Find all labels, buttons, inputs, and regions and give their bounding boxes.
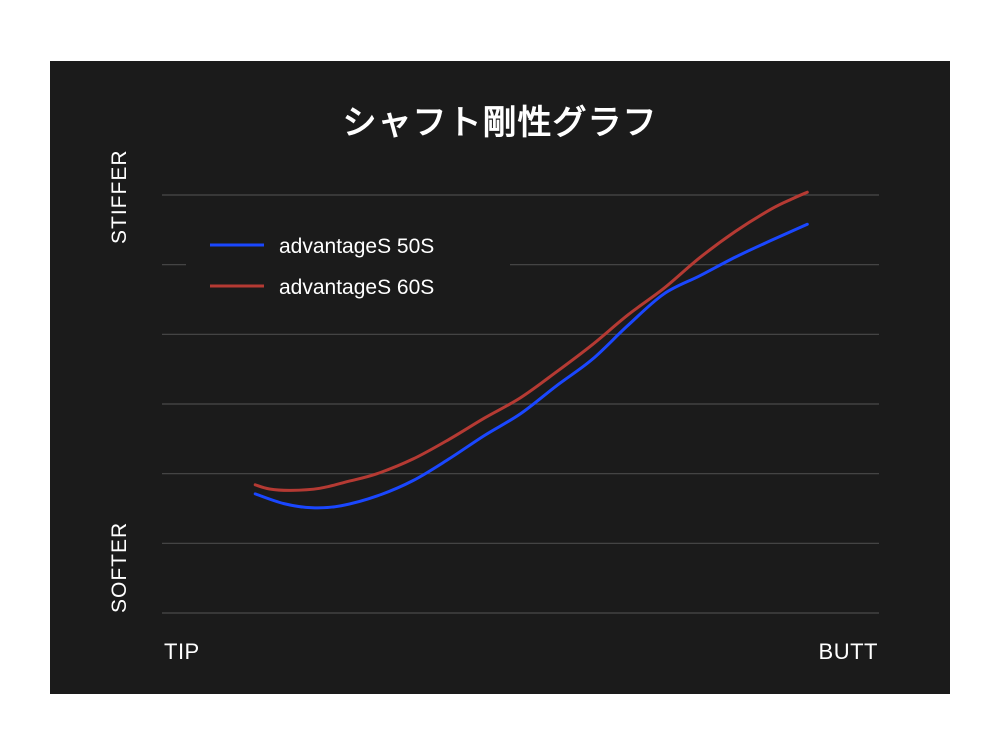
legend-background (186, 221, 510, 311)
chart-title: シャフト剛性グラフ (342, 103, 658, 143)
plot-area: advantageS 50S advantageS 60S (162, 190, 879, 614)
gridlines (162, 194, 879, 614)
legend-label-series-1: advantageS 50S (279, 235, 434, 258)
series-line-2 (253, 190, 809, 492)
x-axis-label-butt: BUTT (818, 639, 878, 664)
legend: advantageS 50S advantageS 60S (186, 221, 510, 311)
x-axis-label-tip: TIP (164, 639, 200, 664)
series-line-1 (253, 222, 809, 510)
series-lines (253, 190, 809, 510)
chart-panel: シャフト剛性グラフ STIFFER SOFTER TIP BUTT advant… (50, 61, 950, 694)
legend-label-series-2: advantageS 60S (279, 276, 434, 299)
